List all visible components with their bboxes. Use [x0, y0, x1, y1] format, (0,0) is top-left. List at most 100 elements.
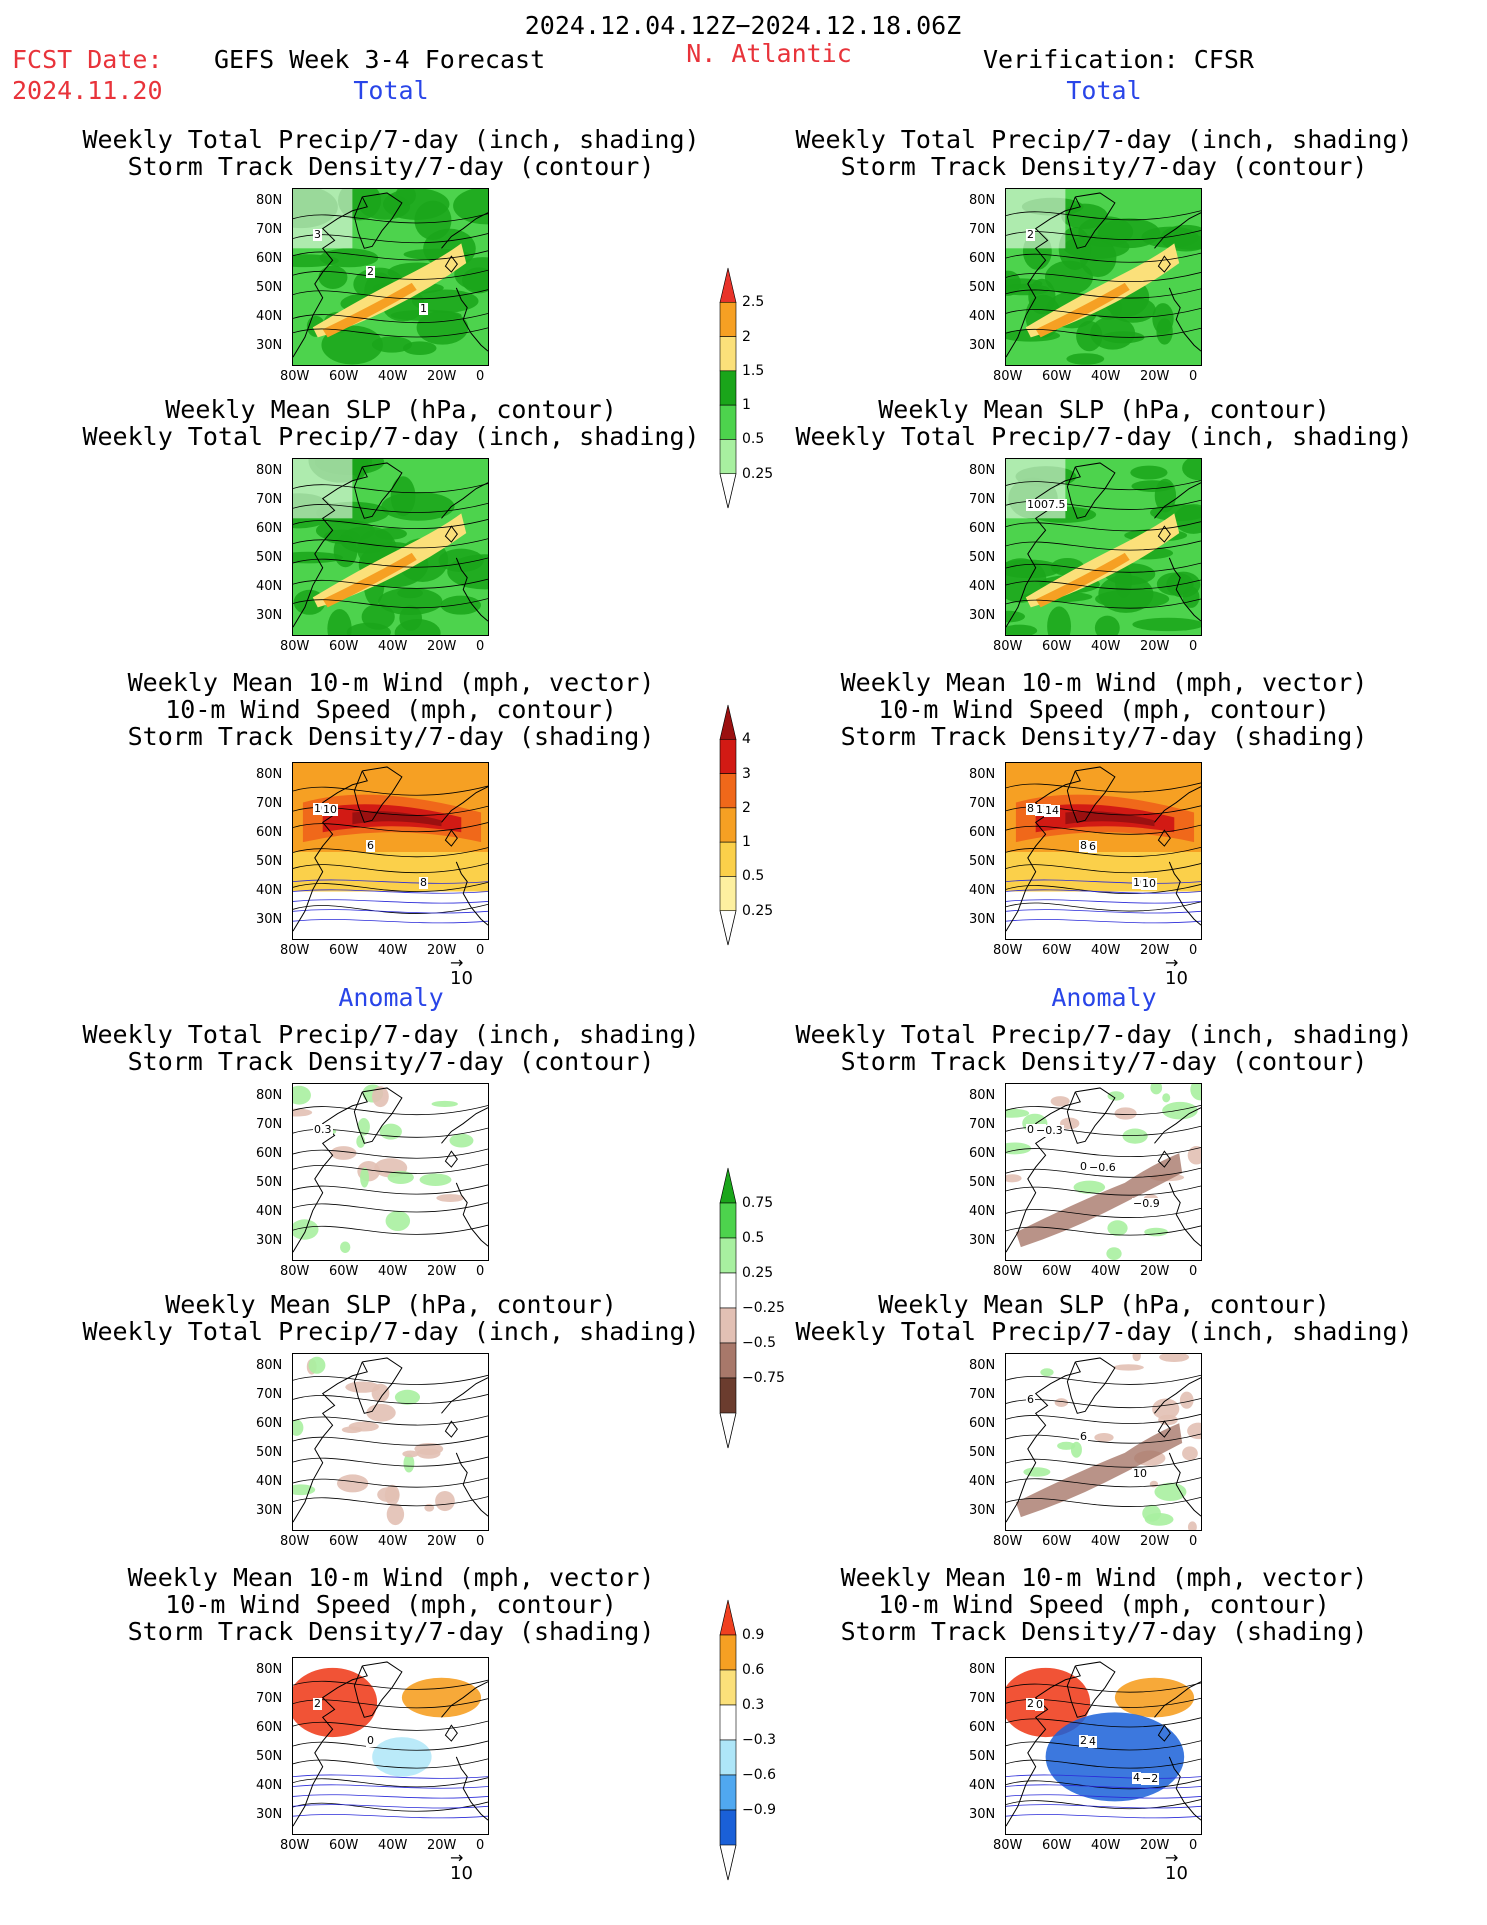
lat-tick: 50N [969, 1749, 996, 1764]
colorbar-segment [719, 1599, 737, 1636]
colorbar-label: −0.75 [742, 1370, 785, 1386]
lon-tick: 0 [476, 369, 485, 384]
lon-tick: 0 [476, 639, 485, 654]
lat-tick: 60N [256, 1146, 283, 1161]
panel-title-fc-slp-precip: Weekly Mean SLP (hPa, contour) Weekly To… [82, 395, 700, 451]
contour-label: 0 [366, 1734, 375, 1747]
lon-tick: 60W [329, 943, 359, 958]
contour-label: −0.9 [1132, 1197, 1161, 1210]
colorbar-label: 2 [742, 799, 751, 816]
colorbar-segment [719, 1634, 737, 1671]
lat-tick: 50N [256, 550, 283, 565]
colorbar-segment [719, 1774, 737, 1811]
lat-tick: 60N [256, 1720, 283, 1735]
lat-tick: 60N [969, 1146, 996, 1161]
lon-tick: 60W [1042, 1838, 1072, 1853]
lon-tick: 40W [378, 943, 408, 958]
lat-tick: 30N [969, 1807, 996, 1822]
lat-tick: 50N [969, 280, 996, 295]
lat-tick: 70N [969, 1691, 996, 1706]
lat-tick: 50N [256, 1749, 283, 1764]
lat-tick: 50N [256, 1175, 283, 1190]
map-panel-ob-slp-precip: 1007.5 [1005, 458, 1202, 636]
colorbar-label: −0.9 [742, 1802, 776, 1818]
colorbar-segment [719, 1739, 737, 1776]
lat-tick: 60N [256, 521, 283, 536]
forecast-label: GEFS Week 3-4 Forecast [214, 45, 546, 74]
colorbar-end [719, 910, 737, 946]
lon-tick: 80W [280, 639, 310, 654]
colorbar-label: 1 [742, 834, 751, 851]
lat-tick: 80N [256, 193, 283, 208]
panel-title-fa-wind: Weekly Mean 10-m Wind (mph, vector) 10-m… [127, 1563, 655, 1646]
panel-title-fc-precip-storm: Weekly Total Precip/7-day (inch, shading… [82, 125, 700, 181]
contour-label: −0.6 [1088, 1161, 1117, 1174]
lon-tick: 80W [280, 369, 310, 384]
lat-tick: 70N [256, 222, 283, 237]
colorbar-segment [719, 1237, 737, 1274]
colorbar-label: 0.5 [742, 868, 765, 885]
lon-tick: 80W [993, 639, 1023, 654]
colorbar-label: 2 [742, 328, 751, 345]
fcst-date-value: 2024.11.20 [12, 76, 163, 105]
contour-label: 0 [1035, 1698, 1044, 1711]
lat-tick: 70N [969, 1117, 996, 1132]
lat-tick: 80N [256, 1088, 283, 1103]
lat-tick: 40N [256, 309, 283, 324]
lon-tick: 40W [1091, 639, 1121, 654]
lon-tick: 40W [378, 369, 408, 384]
lat-tick: 60N [969, 1720, 996, 1735]
lon-tick: 20W [427, 1534, 457, 1549]
colorbar-label: 3 [742, 765, 751, 782]
lon-tick: 60W [1042, 943, 1072, 958]
lon-tick: 0 [476, 1838, 485, 1853]
colorbar-segment [719, 704, 737, 740]
lat-tick: 80N [256, 1358, 283, 1373]
lon-tick: 40W [378, 639, 408, 654]
colorbar-segment [719, 876, 737, 912]
lon-tick: 80W [993, 1264, 1023, 1279]
colorbar-label: 0.9 [742, 1627, 765, 1643]
contour-label: −0.3 [1035, 1124, 1064, 1137]
colorbar-segment [719, 1272, 737, 1309]
colorbar-precip_anom [719, 1167, 737, 1449]
lon-tick: 0 [476, 1264, 485, 1279]
colorbar-segment [719, 841, 737, 877]
lon-tick: 40W [1091, 1534, 1121, 1549]
panel-title-ob-slp-precip: Weekly Mean SLP (hPa, contour) Weekly To… [795, 395, 1413, 451]
contour-label: 1007.5 [1026, 498, 1067, 511]
lat-tick: 80N [969, 1358, 996, 1373]
lon-tick: 80W [993, 1534, 1023, 1549]
lat-tick: 40N [256, 579, 283, 594]
lon-tick: 20W [427, 943, 457, 958]
lon-tick: 80W [993, 1838, 1023, 1853]
lon-tick: 0 [1189, 1534, 1198, 1549]
colorbar-segment [719, 439, 737, 475]
lon-tick: 20W [427, 369, 457, 384]
lat-tick: 70N [256, 1691, 283, 1706]
verification-label: Verification: CFSR [983, 45, 1254, 74]
colorbar-label: 4 [742, 731, 751, 748]
panel-title-oa-slp-precip: Weekly Mean SLP (hPa, contour) Weekly To… [795, 1290, 1413, 1346]
colorbar-label: −0.25 [742, 1300, 785, 1316]
lat-tick: 70N [256, 1387, 283, 1402]
colorbar-label: 1.5 [742, 362, 765, 379]
lat-tick: 80N [256, 1662, 283, 1677]
lat-tick: 60N [969, 1416, 996, 1431]
contour-label: 8 [419, 876, 428, 889]
lat-tick: 60N [969, 521, 996, 536]
panel-title-fa-precip-storm: Weekly Total Precip/7-day (inch, shading… [82, 1020, 700, 1076]
contour-label: 6 [1079, 1430, 1088, 1443]
contour-label: 1 [419, 302, 428, 315]
contour-label: 8 [1079, 839, 1088, 852]
lat-tick: 40N [969, 1778, 996, 1793]
lat-tick: 50N [969, 1175, 996, 1190]
lat-tick: 70N [969, 796, 996, 811]
lon-tick: 80W [993, 943, 1023, 958]
period-title: 2024.12.04.12Z−2024.12.18.06Z [524, 11, 962, 40]
lat-tick: 50N [256, 854, 283, 869]
map-panel-fc-wind: 10 6 8 10 [292, 762, 489, 940]
colorbar-label: 0.25 [742, 902, 774, 919]
contour-label: 0.3 [313, 1123, 333, 1136]
